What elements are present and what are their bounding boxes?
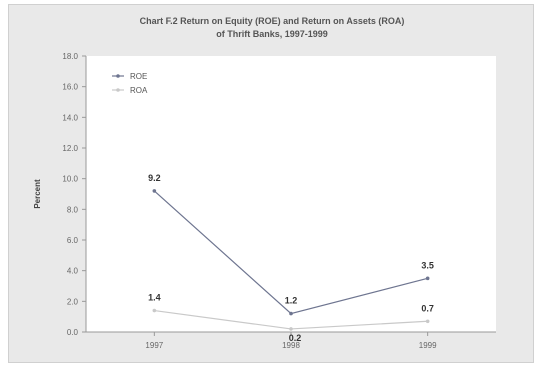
- y-tick-label: 16.0: [62, 83, 78, 92]
- y-tick-label: 12.0: [62, 144, 78, 153]
- y-tick-label: 4.0: [67, 267, 79, 276]
- x-tick-label: 1997: [145, 341, 163, 350]
- chart-title-line2: of Thrift Banks, 1997-1999: [216, 29, 328, 39]
- y-tick-label: 18.0: [62, 52, 78, 61]
- roe-data-label: 3.5: [421, 260, 434, 270]
- legend-roe-label: ROE: [130, 72, 147, 81]
- roe-point: [152, 189, 157, 193]
- roe-data-label: 9.2: [148, 173, 161, 183]
- legend-roe-marker: [116, 74, 120, 78]
- roa-point: [425, 319, 430, 324]
- y-tick-label: 2.0: [67, 297, 79, 306]
- y-tick-label: 14.0: [62, 113, 78, 122]
- roa-data-label: 0.7: [421, 303, 434, 313]
- legend-roa-label: ROA: [130, 86, 148, 95]
- x-tick-label: 1999: [419, 341, 437, 350]
- roa-data-label: 0.2: [289, 333, 302, 343]
- x-tick-label: 1998: [282, 341, 300, 350]
- roe-data-label: 1.2: [285, 296, 298, 306]
- y-tick-label: 10.0: [62, 175, 78, 184]
- roa-point: [289, 327, 293, 331]
- y-axis-label: Percent: [33, 179, 42, 209]
- roa-data-label: 1.4: [148, 293, 161, 303]
- chart-title-line1: Chart F.2 Return on Equity (ROE) and Ret…: [140, 16, 405, 26]
- roe-point: [289, 311, 293, 316]
- y-tick-label: 6.0: [67, 236, 79, 245]
- y-tick-label: 8.0: [67, 205, 79, 214]
- roe-point: [425, 276, 430, 281]
- roa-point: [152, 308, 157, 313]
- plot-area: [86, 56, 496, 332]
- y-tick-label: 0.0: [67, 328, 79, 337]
- legend-roa-marker: [116, 88, 120, 92]
